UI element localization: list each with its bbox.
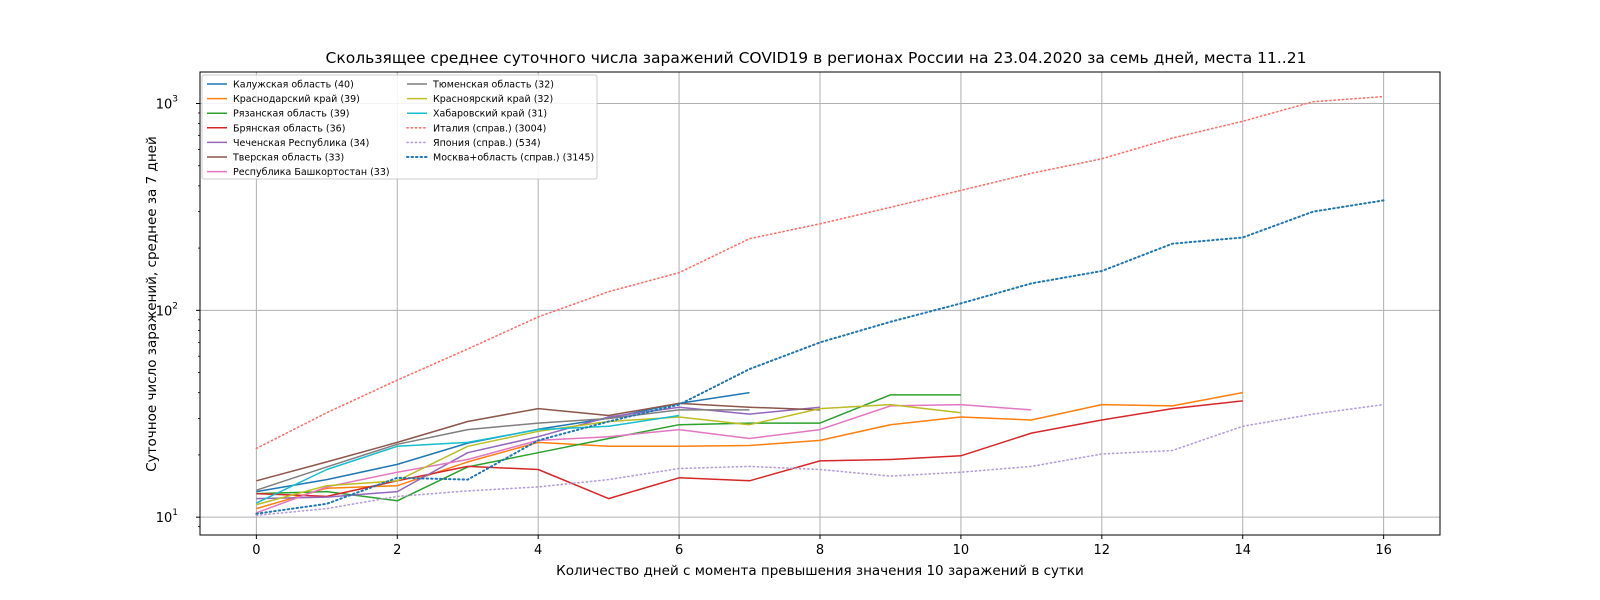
y-tick-base: 10 [156,97,173,112]
legend-label: Москва+область (справ.) (3145) [433,153,594,164]
legend-label: Тверская область (33) [232,153,344,164]
y-tick-label: 101 [156,508,178,526]
legend-label: Красноярский край (32) [433,94,553,105]
legend-label: Краснодарский край (39) [233,94,360,105]
x-tick-label: 6 [675,543,683,558]
x-tick-label: 14 [1234,543,1251,558]
x-tick-label: 0 [252,543,260,558]
series-lines [255,95,1385,517]
legend-label: Япония (справ.) (534) [433,138,541,149]
legend-label: Брянская область (36) [233,123,345,134]
series-line [256,403,961,506]
y-tick-label: 103 [156,94,178,112]
legend-label: Хабаровский край (31) [433,109,547,120]
x-tick-label: 4 [534,543,542,558]
x-tick-label: 16 [1375,543,1392,558]
series-line [256,400,1243,500]
series-line [255,403,1385,517]
y-tick-base: 10 [156,304,173,319]
y-tick-label: 102 [156,301,178,319]
legend-label: Италия (справ.) (3004) [433,123,546,134]
legend-label: Калужская область (40) [233,80,354,91]
x-tick-label: 2 [393,543,401,558]
series-line [255,199,1385,515]
legend-label: Республика Башкортостан (33) [233,167,390,178]
legend: Калужская область (40) Краснодарский край… [201,74,598,180]
series-line [256,391,1243,510]
y-axis-label: Суточное число заражений, среднее за 7 д… [144,136,160,472]
x-tick-label: 10 [953,543,970,558]
legend-label: Рязанская область (39) [233,109,350,120]
series-line [256,402,821,482]
y-tick-exponent: 1 [172,508,178,518]
series-line [256,409,750,491]
legend-box [201,74,598,180]
series-line [256,394,961,502]
x-axis-label: Количество дней с момента превышения зна… [556,563,1084,579]
y-tick-base: 10 [156,511,173,526]
series-line [255,95,1385,450]
y-tick-exponent: 2 [172,301,178,311]
x-tick-label: 12 [1094,543,1111,558]
legend-label: Тюменская область (32) [432,80,554,91]
y-tick-exponent: 3 [172,94,178,104]
legend-label: Чеченская Республика (34) [233,138,369,149]
series-line [256,414,680,504]
x-tick-label: 8 [816,543,824,558]
chart-title: Скользящее среднее суточного числа зараж… [326,49,1307,67]
